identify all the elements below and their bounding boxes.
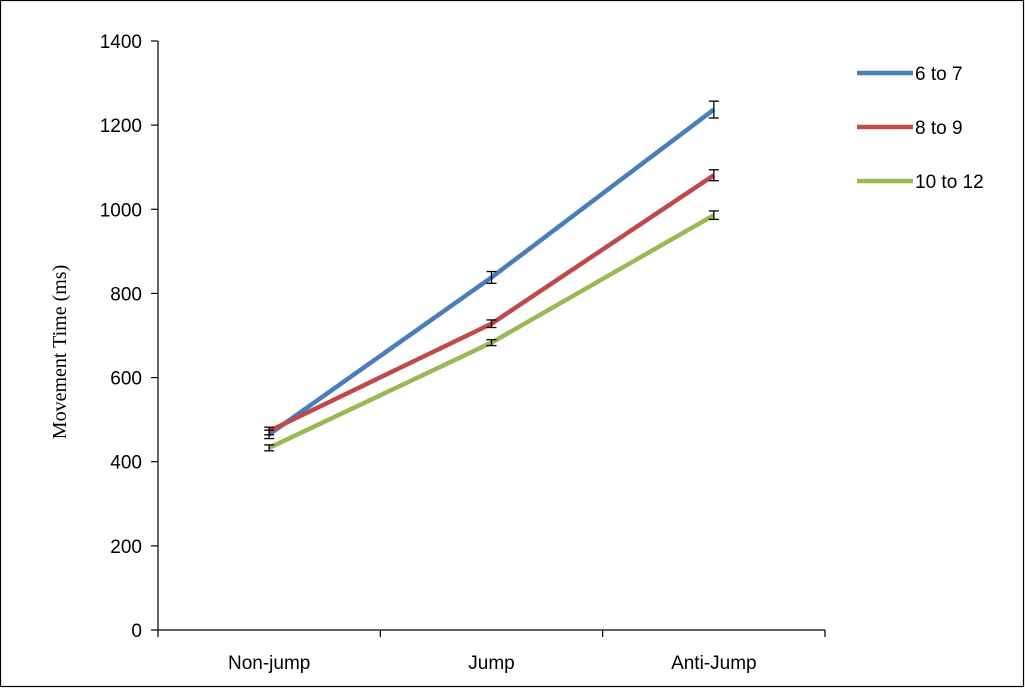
y-tick-label: 200 (110, 537, 142, 558)
legend-label: 6 to 7 (915, 64, 963, 85)
y-tick-label: 400 (110, 453, 142, 474)
error-bar (708, 169, 719, 182)
error-bar (264, 444, 275, 452)
y-tick-label: 0 (131, 621, 142, 642)
legend: 6 to 7 8 to 9 10 to 12 (857, 64, 984, 193)
legend-label: 10 to 12 (915, 172, 984, 193)
error-bar (708, 210, 719, 221)
y-tick-label: 1200 (100, 116, 142, 137)
ticks-group: 0 200 400 600 800 1000 1200 1400 Non-jump Jump Ant… (100, 32, 826, 674)
x-tick-label: Anti-Jump (671, 653, 757, 674)
legend-label: 8 to 9 (915, 118, 963, 139)
y-tick-label: 800 (110, 284, 142, 305)
legend-item: 6 to 7 (857, 64, 963, 85)
y-axis-title: Movement Time (ms) (49, 265, 71, 439)
legend-item: 8 to 9 (857, 118, 963, 139)
error-bar (486, 339, 497, 347)
error-bar (486, 270, 497, 284)
y-tick-label: 1000 (100, 200, 142, 221)
x-tick-label: Jump (468, 653, 514, 674)
error-bars-group (264, 100, 719, 452)
x-tick-label: Non-jump (228, 653, 310, 674)
axes-group (157, 41, 825, 631)
error-bar (708, 100, 719, 119)
error-bar (486, 319, 497, 329)
error-bar (264, 426, 275, 436)
y-tick-label: 1400 (100, 32, 142, 53)
legend-item: 10 to 12 (857, 172, 984, 193)
y-tick-label: 600 (110, 369, 142, 390)
